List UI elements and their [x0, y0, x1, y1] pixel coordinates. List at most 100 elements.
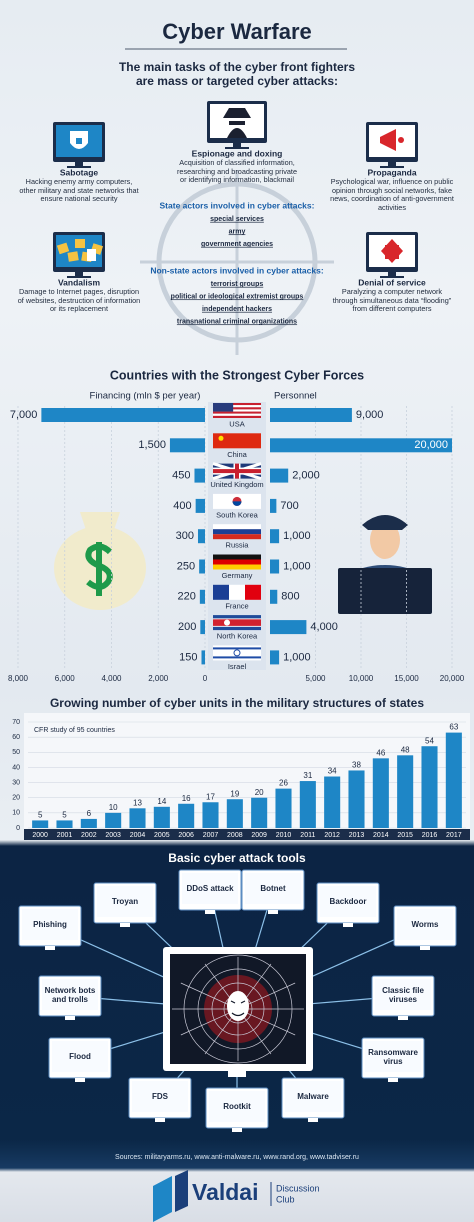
bar	[270, 468, 289, 483]
actors-title: State actors involved in cyber attacks:	[160, 200, 315, 210]
flag	[213, 403, 234, 412]
y-tick-label: 60	[12, 734, 20, 741]
x-tick-label: 2007	[203, 832, 219, 839]
bar	[178, 803, 195, 828]
chart-title: Countries with the Strongest Cyber Force…	[110, 368, 364, 382]
monitor-stand	[233, 143, 241, 147]
actor-item: government agencies	[201, 241, 273, 248]
money-bag-sign	[85, 542, 113, 596]
tool-stand	[268, 910, 278, 914]
bar	[199, 589, 205, 604]
x-tick-label: 2001	[57, 832, 73, 839]
subtitle: The main tasks of the cyber front fighte…	[118, 60, 356, 88]
tool-label: DDoS attack	[186, 884, 234, 893]
flag	[218, 435, 224, 441]
x-tick-label: 2006	[178, 832, 194, 839]
bar	[169, 438, 205, 453]
bar	[270, 498, 277, 513]
bar	[270, 529, 280, 544]
flag	[213, 411, 261, 414]
tool-label: Phishing	[33, 920, 67, 929]
icon-paper	[56, 242, 70, 255]
bar	[202, 802, 219, 828]
flag	[213, 403, 261, 406]
value-label: 17	[206, 792, 215, 801]
flag	[232, 501, 242, 506]
value-label: 38	[352, 761, 361, 770]
tool-stand	[420, 946, 430, 950]
title: Cyber Warfare	[162, 19, 312, 44]
country-name: Israel	[228, 662, 247, 671]
country-name: Germany	[222, 571, 253, 580]
bar	[270, 589, 278, 604]
tool-screen	[365, 1041, 421, 1072]
x-tick-label: 6,000	[55, 674, 76, 683]
tool-label: Flood	[69, 1052, 91, 1061]
task-name: Sabotage	[60, 167, 99, 177]
tool-stand	[75, 1078, 85, 1082]
mask	[227, 991, 249, 1021]
y-tick-label: 50	[12, 749, 20, 756]
flag	[213, 529, 261, 535]
x-tick-label: 2008	[227, 832, 243, 839]
task-name: Vandalism	[58, 277, 100, 287]
flag	[213, 415, 261, 418]
section-title: Basic cyber attack tools	[168, 851, 306, 865]
monitor-base	[380, 166, 404, 168]
flag	[213, 433, 261, 449]
monitor-stand	[75, 162, 83, 166]
x-tick-label: 2000	[32, 832, 48, 839]
tool-stand	[343, 923, 353, 927]
x-tick-label: 2002	[81, 832, 97, 839]
y-tick-label: 0	[16, 825, 20, 832]
x-tick-label: 4,000	[101, 674, 122, 683]
value-label: 63	[449, 723, 458, 732]
tool-stand	[120, 923, 130, 927]
bar	[270, 559, 280, 574]
bar	[194, 468, 205, 483]
monitor-stand	[388, 272, 396, 276]
icon-bin	[87, 249, 96, 261]
actor-item: independent hackers	[202, 306, 272, 313]
tool-screen	[320, 886, 376, 917]
value-label: 220	[177, 591, 195, 603]
icon-hand	[385, 245, 399, 259]
country-name: China	[227, 450, 247, 459]
tool-screen	[22, 909, 78, 940]
bar	[275, 788, 292, 828]
bar	[270, 620, 307, 635]
central-stand	[228, 1071, 246, 1077]
y-tick-label: 10	[12, 810, 20, 817]
bar	[270, 438, 452, 453]
x-tick-label: 2010	[276, 832, 292, 839]
value-label: 7,000	[10, 409, 38, 421]
flag	[213, 647, 261, 650]
tool-stand	[398, 1016, 408, 1020]
bar	[251, 797, 268, 828]
x-tick-label: 2012	[324, 832, 340, 839]
tool-stand	[205, 910, 215, 914]
value-label: 34	[328, 767, 337, 776]
value-label: 5	[62, 811, 67, 820]
bar	[200, 620, 205, 635]
monitor-base	[380, 276, 404, 278]
x-tick-label: 2,000	[148, 674, 169, 683]
value-label: 300	[176, 530, 194, 542]
value-label: 1,000	[283, 530, 311, 542]
bar	[153, 806, 170, 828]
icon-spy	[227, 128, 247, 138]
bar	[105, 812, 122, 828]
icon-glasses	[229, 121, 245, 125]
tool-stand	[65, 1016, 75, 1020]
value-label: 20	[255, 788, 264, 797]
x-tick-label: 8,000	[8, 674, 29, 683]
bar	[129, 808, 146, 828]
logo-name: Valdai	[192, 1179, 258, 1205]
series-label: Personnel	[274, 391, 317, 402]
tool-label: Ransomware virus	[368, 1047, 418, 1066]
y-tick-label: 20	[12, 795, 20, 802]
tool-label: Botnet	[260, 884, 286, 893]
bar	[32, 820, 49, 828]
value-label: 4,000	[310, 621, 338, 633]
